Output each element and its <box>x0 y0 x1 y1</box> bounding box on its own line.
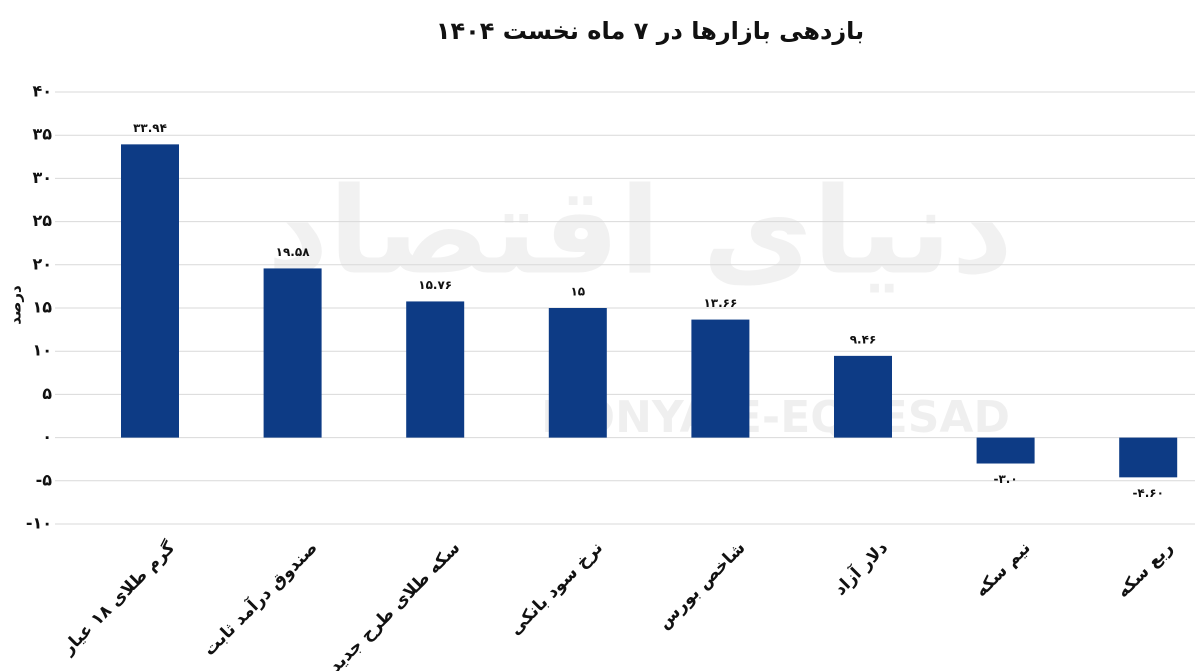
y-tick-label: ۰ <box>42 427 52 446</box>
x-tick-label: سکه طلای طرح جدید <box>325 538 464 671</box>
bar <box>1119 437 1178 478</box>
bar <box>976 437 1035 464</box>
x-tick-label: ربع سکه <box>1113 538 1177 602</box>
data-label: -۳.۰ <box>994 472 1018 486</box>
y-tick-label: ۳۰ <box>32 168 52 187</box>
y-tick-label: ۲۵ <box>32 211 52 230</box>
y-tick-label: ۱۰ <box>32 341 52 360</box>
data-label: ۳۳.۹۴ <box>133 121 167 135</box>
data-label: ۱۹.۵۸ <box>276 245 311 259</box>
bar <box>263 268 322 438</box>
y-tick-label: -۵ <box>36 470 53 489</box>
data-label: ۱۳.۶۶ <box>703 296 737 310</box>
x-tick-label: نرخ سود بانکی <box>505 538 606 639</box>
y-tick-label: -۱۰ <box>26 514 52 533</box>
chart-title: بازدهی بازارها در ۷ ماه نخست ۱۴۰۴ <box>436 17 864 45</box>
y-tick-label: ۳۵ <box>32 125 52 144</box>
bar <box>406 301 465 438</box>
y-tick-label: ۵ <box>42 384 52 403</box>
x-tick-label: دلار آزاد <box>829 536 892 599</box>
y-tick-label: ۴۰ <box>32 82 52 101</box>
x-tick-label: گرم طلای ۱۸ عیار <box>57 537 179 659</box>
bar <box>834 355 892 438</box>
y-tick-label: ۱۵ <box>32 298 52 317</box>
y-axis-label: درصد <box>7 285 25 325</box>
bar <box>548 308 607 438</box>
y-tick-label: ۲۰ <box>32 254 52 273</box>
data-label: ۱۵.۷۶ <box>418 278 452 292</box>
data-label: ۱۵ <box>570 285 585 299</box>
x-tick-label: نیم سکه <box>971 538 1034 601</box>
watermark-fa: دنیای اقتصاد <box>267 163 1013 302</box>
x-tick-label: صندوق درآمد ثابت <box>198 537 321 660</box>
data-label: -۴.۶۰ <box>1132 486 1164 500</box>
x-tick-label: شاخص بورس <box>654 538 749 633</box>
watermark: DONYA-E-EQTESAD <box>541 392 1010 443</box>
bar <box>691 319 750 438</box>
data-label: ۹.۴۶ <box>850 332 877 346</box>
bar <box>121 144 179 438</box>
